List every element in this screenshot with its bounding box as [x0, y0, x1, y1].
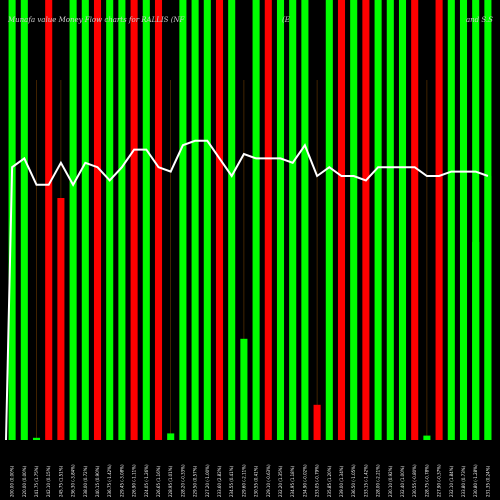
x-tick-label: 236.50 (-1.05%)	[351, 464, 356, 497]
bar-up	[203, 0, 211, 440]
bar-extra	[484, 176, 492, 440]
x-tick-label: 234.90 (-0.02%)	[302, 464, 307, 497]
bar-up	[118, 0, 126, 440]
x-tick-label: 230.55 (0.41%)	[254, 465, 259, 497]
bar-up	[69, 0, 77, 440]
bar-down	[435, 0, 443, 440]
extra-bars-group	[472, 176, 492, 440]
x-tick-label: 228.75 (-0.78%)	[424, 464, 429, 497]
x-tick-label: 232.10 (1.84%)	[449, 465, 454, 497]
bar-up	[398, 0, 407, 440]
x-tick-label: 232.20 (1.35%)	[278, 465, 283, 497]
x-tick-label: 235.85 (1.20%)	[327, 465, 332, 497]
x-tick-label: 220.00 (0.00%)	[22, 465, 27, 497]
bar-up	[350, 0, 358, 440]
bar-up	[276, 0, 285, 440]
x-tick-label: 242.10 (0.15%)	[46, 465, 51, 497]
x-tick-label: 233.05 (-0.79%)	[315, 464, 320, 497]
x-tick-label: 227.20 (-1.00%)	[205, 464, 210, 497]
x-tick-label: 228.20 (-0.33%)	[180, 464, 185, 497]
x-tick-label: 234.95 (1.18%)	[290, 465, 295, 497]
x-tick-label: 240.15 (0.90%)	[95, 465, 100, 497]
x-tick-label: 229.45 (-3.08%)	[119, 464, 124, 497]
bar-up	[301, 0, 309, 440]
bar-up	[252, 0, 260, 440]
x-tick-label: 229.50 (0.57%)	[193, 465, 198, 497]
bar-up	[228, 0, 236, 440]
x-tick-labels: 200.00 (0.00%) 220.00 (0.00%) 241.75 (1.75…	[10, 464, 491, 497]
bar-up	[423, 435, 431, 440]
x-tick-label: 236.75 (-1.42%)	[107, 464, 112, 497]
chart-title: Munafa value Money Flow charts for RALLI…	[7, 16, 186, 24]
x-tick-label: 200.00 (0.00%)	[10, 465, 15, 497]
bar-down	[154, 0, 163, 440]
bar-down	[411, 0, 419, 440]
bar-up	[179, 0, 187, 440]
x-tick-label: 226.65 (1.16%)	[156, 465, 161, 497]
chart-title-right: and S.S	[466, 16, 493, 24]
bar-up	[374, 0, 382, 440]
chart-title-mid: (E	[282, 16, 290, 24]
bar-up	[20, 0, 28, 440]
bar-down	[264, 0, 272, 440]
bar-extra	[472, 242, 480, 440]
x-tick-label: 229.60 (-2.11%)	[241, 464, 246, 497]
bar-down	[130, 0, 138, 440]
bar-down	[93, 0, 102, 440]
bar-down	[215, 0, 224, 440]
bar-up	[142, 0, 150, 440]
bar-up	[106, 0, 114, 440]
bar-up	[81, 0, 89, 440]
bar-up	[240, 338, 248, 440]
bar-up	[32, 437, 41, 440]
x-tick-label: 233.80 (0.73%)	[461, 465, 466, 497]
bar-down	[362, 0, 370, 440]
x-tick-label: 233.15 (-1.42%)	[363, 464, 368, 497]
x-tick-label: 239.00 (1.34%)	[339, 465, 344, 497]
x-tick-label: 224.05 (-1.26%)	[144, 464, 149, 497]
x-tick-label: 230.10 (0.92%)	[388, 465, 393, 497]
bar-down	[57, 198, 65, 440]
x-tick-label: 230.55 (-0.80%)	[412, 464, 417, 497]
bar-up	[8, 0, 16, 440]
bar-up	[289, 0, 297, 440]
bar-up	[325, 0, 333, 440]
bar-up	[386, 0, 394, 440]
x-tick-label: 229.10 (-0.63%)	[266, 464, 271, 497]
bar-up	[447, 0, 455, 440]
x-tick-label: 226.90 (-1.11%)	[132, 464, 137, 497]
bar-up	[167, 433, 175, 440]
x-tick-label: 241.75 (1.75%)	[34, 465, 39, 497]
x-tick-label: 233.60 (2.82%)	[217, 465, 222, 497]
bar-up	[472, 0, 480, 440]
x-tick-label: 245.75 (1.51%)	[58, 465, 63, 497]
bar-down	[313, 404, 321, 440]
money-flow-line	[5, 139, 489, 441]
bar-down	[45, 0, 53, 440]
bar-up	[459, 0, 468, 440]
bars-group	[8, 0, 492, 440]
x-tick-label: 230.80 (-1.28%)	[473, 464, 478, 497]
x-tick-label: 227.90 (-0.37%)	[437, 464, 442, 497]
x-tick-label: 234.55 (0.41%)	[229, 465, 234, 497]
x-tick-label: 231.35 (0.24%)	[485, 465, 490, 497]
x-tick-label: 228.00 (-2.21%)	[376, 464, 381, 497]
bar-down	[337, 0, 346, 440]
x-tick-label: 238.00 (0.72%)	[83, 465, 88, 497]
bar-up	[191, 0, 199, 440]
x-tick-label: 228.95 (1.01%)	[168, 465, 173, 497]
x-tick-label: 232.40 (1.00%)	[400, 465, 405, 497]
x-tick-label: 236.30 (-3.84%)	[71, 464, 76, 497]
